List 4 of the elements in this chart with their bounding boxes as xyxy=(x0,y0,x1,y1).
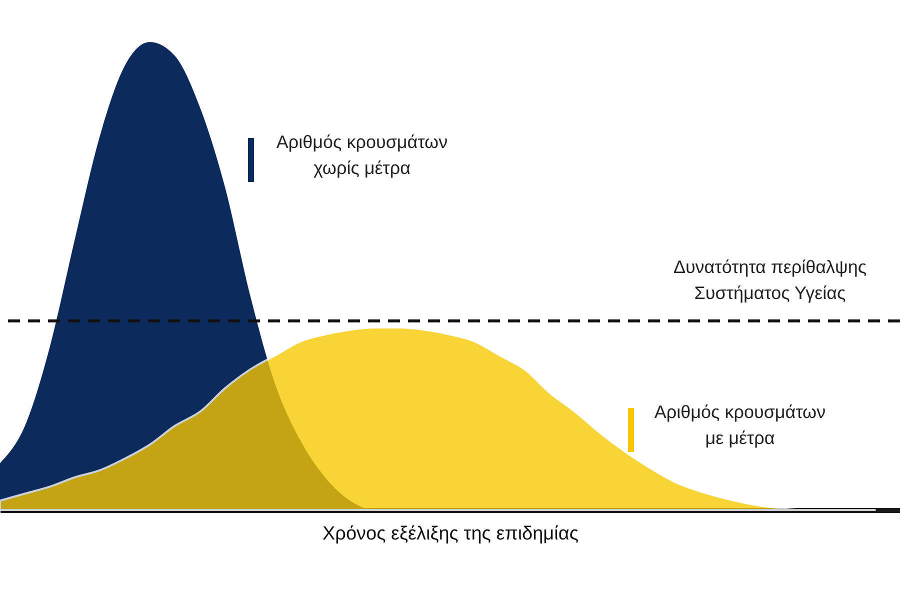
ref-line-label: Δυνατότητα περίθαλψης Συστήματος Υγείας xyxy=(673,256,867,303)
x-axis-title: Χρόνος εξέλιξης της επιδημίας xyxy=(322,524,578,544)
series-label: Αριθμός κρουσμάτων με μέτρα xyxy=(654,402,826,448)
text: Αριθμός κρουσμάτων χωρίς μέτρα xyxy=(276,132,448,178)
